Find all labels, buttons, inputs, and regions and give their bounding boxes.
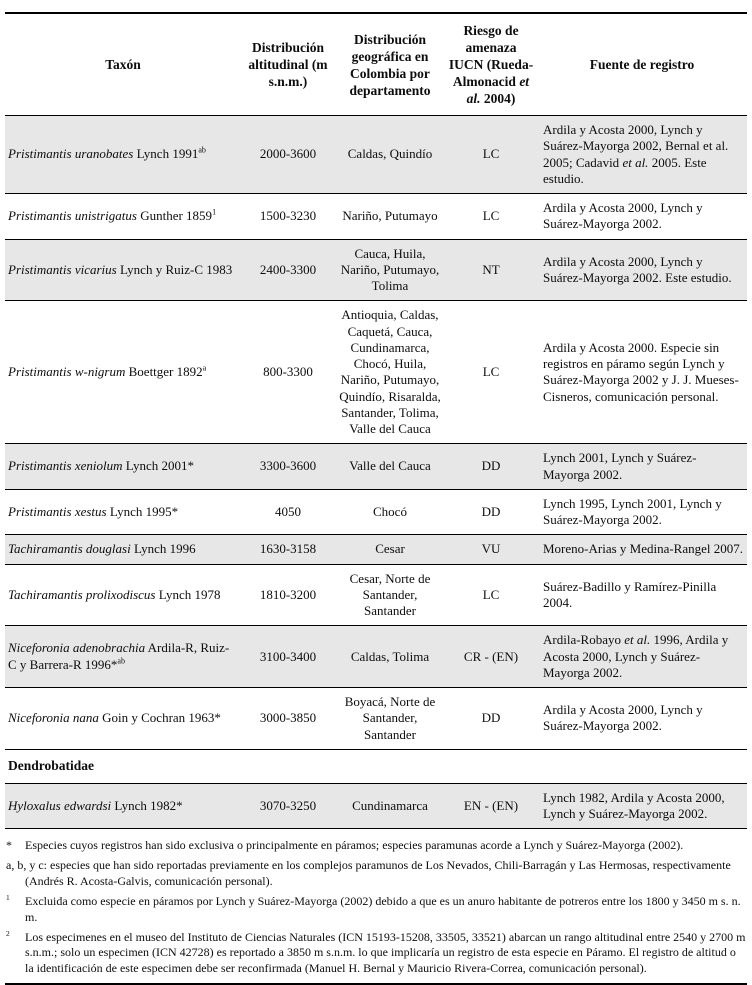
altitude-cell: 1810-3200 bbox=[259, 586, 317, 602]
table-row: Pristimantis w-nigrum Boettger 1892a 800… bbox=[5, 300, 747, 444]
altitude-cell: 3300-3600 bbox=[259, 458, 317, 474]
taxon-cell: Pristimantis xeniolum Lynch 2001* bbox=[8, 458, 194, 474]
taxon-cell: Niceforonia adenobrachia Ardila-R, Ruiz-… bbox=[8, 640, 230, 672]
source-cell: Lynch 2001, Lynch y Suárez-Mayorga 2002. bbox=[543, 450, 697, 482]
distribution-cell: Cauca, Huila, Nariño, Putumayo, Tolima bbox=[340, 245, 440, 294]
taxon-cell: Pristimantis w-nigrum Boettger 1892a bbox=[8, 363, 207, 380]
altitude-cell: 3000-3850 bbox=[259, 710, 317, 726]
distribution-cell: Caldas, Tolima bbox=[350, 648, 430, 664]
column-header-iucn: Riesgo de amenaza IUCN (Rueda-Almonacid … bbox=[448, 23, 534, 106]
species-table: Taxón Distribución altitudinal (m s.n.m.… bbox=[5, 12, 747, 830]
distribution-cell: Cesar bbox=[375, 541, 405, 557]
source-cell: Ardila y Acosta 2000, Lynch y Suárez-May… bbox=[543, 122, 729, 186]
taxon-cell: Tachiramantis douglasi Lynch 1996 bbox=[8, 541, 196, 557]
iucn-cell: LC bbox=[482, 146, 500, 162]
table-row: Pristimantis uranobates Lynch 1991ab 200… bbox=[5, 115, 747, 194]
taxon-cell: Pristimantis uranobates Lynch 1991ab bbox=[8, 146, 206, 162]
table-row: Tachiramantis prolixodiscus Lynch 1978 1… bbox=[5, 564, 747, 626]
distribution-cell: Caldas, Quindío bbox=[347, 146, 433, 162]
footnote-text: Especies cuyos registros han sido exclus… bbox=[25, 838, 684, 853]
table-row: Pristimantis xestus Lynch 1995* 4050 Cho… bbox=[5, 489, 747, 535]
header-row: Taxón Distribución altitudinal (m s.n.m.… bbox=[5, 13, 747, 116]
distribution-cell: Cesar, Norte de Santander, Santander bbox=[349, 570, 431, 619]
table-row: Pristimantis vicarius Lynch y Ruiz-C 198… bbox=[5, 239, 747, 301]
source-cell: Lynch 1995, Lynch 2001, Lynch y Suárez-M… bbox=[543, 495, 722, 527]
table-header: Taxón Distribución altitudinal (m s.n.m.… bbox=[5, 13, 747, 116]
table-row: Pristimantis xeniolum Lynch 2001* 3300-3… bbox=[5, 443, 747, 490]
distribution-cell: Antioquia, Caldas, Caquetá, Cauca, Cundi… bbox=[339, 307, 441, 436]
source-cell: Ardila y Acosta 2000. Especie sin regist… bbox=[543, 339, 739, 404]
altitude-cell: 1630-3158 bbox=[259, 541, 317, 557]
taxon-cell: Pristimantis xestus Lynch 1995* bbox=[8, 503, 179, 519]
table-row: Niceforonia nana Goin y Cochran 1963* 30… bbox=[5, 687, 747, 750]
altitude-cell: 1500-3230 bbox=[259, 208, 317, 224]
altitude-cell: 3100-3400 bbox=[259, 648, 317, 664]
distribution-cell: Cundinamarca bbox=[352, 797, 428, 813]
iucn-cell: EN - (EN) bbox=[463, 797, 519, 813]
taxon-cell: Niceforonia nana Goin y Cochran 1963* bbox=[8, 710, 221, 726]
footnote-text: Excluida como especie en páramos por Lyn… bbox=[25, 894, 741, 924]
footnote-text: Los especimenes en el museo del Institut… bbox=[25, 929, 746, 975]
altitude-cell: 4050 bbox=[275, 503, 301, 519]
source-cell: Suárez-Badillo y Ramírez-Pinilla 2004. bbox=[543, 578, 717, 610]
iucn-cell: VU bbox=[481, 541, 501, 557]
source-cell: Ardila y Acosta 2000, Lynch y Suárez-May… bbox=[543, 200, 703, 232]
distribution-cell: Chocó bbox=[373, 503, 407, 519]
column-header-source: Fuente de registro bbox=[589, 57, 695, 72]
footnote: a, b, y c: especies que han sido reporta… bbox=[6, 858, 746, 889]
source-cell: Ardila-Robayo et al. 1996, Ardila y Acos… bbox=[543, 632, 729, 680]
taxon-cell: Tachiramantis prolixodiscus Lynch 1978 bbox=[8, 586, 221, 602]
footnote-marker: 2 bbox=[6, 928, 10, 938]
source-cell: Ardila y Acosta 2000, Lynch y Suárez-May… bbox=[543, 702, 703, 734]
footnotes: * Especies cuyos registros han sido exclu… bbox=[6, 838, 746, 976]
footnote-text: a, b, y c: especies que han sido reporta… bbox=[6, 858, 731, 888]
altitude-cell: 800-3300 bbox=[263, 364, 313, 380]
source-cell: Lynch 1982, Ardila y Acosta 2000, Lynch … bbox=[543, 789, 725, 821]
altitude-cell: 2000-3600 bbox=[259, 146, 317, 162]
footnote-marker: * bbox=[6, 838, 12, 853]
taxon-cell: Hyloxalus edwardsi Lynch 1982* bbox=[8, 797, 183, 813]
table-body: Pristimantis uranobates Lynch 1991ab 200… bbox=[5, 115, 747, 829]
column-header-taxon: Taxón bbox=[105, 57, 141, 72]
taxon-cell: Pristimantis vicarius Lynch y Ruiz-C 198… bbox=[8, 261, 233, 277]
section-row: Dendrobatidae bbox=[5, 749, 747, 783]
table-row: Tachiramantis douglasi Lynch 1996 1630-3… bbox=[5, 534, 747, 564]
column-header-altitude: Distribución altitudinal (m s.n.m.) bbox=[248, 40, 328, 89]
altitude-cell: 2400-3300 bbox=[259, 261, 317, 277]
source-cell: Ardila y Acosta 2000, Lynch y Suárez-May… bbox=[543, 253, 732, 285]
table-row: Pristimantis unistrigatus Gunther 18591 … bbox=[5, 193, 747, 240]
taxon-cell: Pristimantis unistrigatus Gunther 18591 bbox=[8, 207, 217, 224]
iucn-cell: LC bbox=[482, 208, 500, 224]
table-row: Niceforonia adenobrachia Ardila-R, Ruiz-… bbox=[5, 625, 747, 688]
distribution-cell: Valle del Cauca bbox=[349, 458, 431, 474]
source-cell: Moreno-Arias y Medina-Rangel 2007. bbox=[543, 541, 744, 557]
table-row: Hyloxalus edwardsi Lynch 1982* 3070-3250… bbox=[5, 783, 747, 829]
document-page: Taxón Distribución altitudinal (m s.n.m.… bbox=[5, 12, 747, 985]
footnote-marker: 1 bbox=[6, 893, 10, 903]
section-header-dendrobatidae: Dendrobatidae bbox=[8, 757, 95, 773]
footnote: 1 Excluida como especie en páramos por Ly… bbox=[6, 894, 746, 925]
footnote: * Especies cuyos registros han sido exclu… bbox=[6, 838, 746, 853]
iucn-cell: DD bbox=[481, 503, 501, 519]
iucn-cell: LC bbox=[482, 364, 500, 380]
iucn-cell: DD bbox=[481, 710, 501, 726]
altitude-cell: 3070-3250 bbox=[259, 797, 317, 813]
footnote: 2 Los especimenes en el museo del Institu… bbox=[6, 930, 746, 976]
distribution-cell: Boyacá, Norte de Santander, Santander bbox=[344, 694, 436, 742]
iucn-cell: CR - (EN) bbox=[463, 648, 519, 664]
iucn-cell: LC bbox=[482, 586, 500, 602]
distribution-cell: Nariño, Putumayo bbox=[342, 208, 438, 224]
iucn-cell: DD bbox=[481, 458, 501, 474]
iucn-cell: NT bbox=[482, 261, 500, 277]
column-header-distribution: Distribución geográfica en Colombia por … bbox=[349, 31, 431, 98]
